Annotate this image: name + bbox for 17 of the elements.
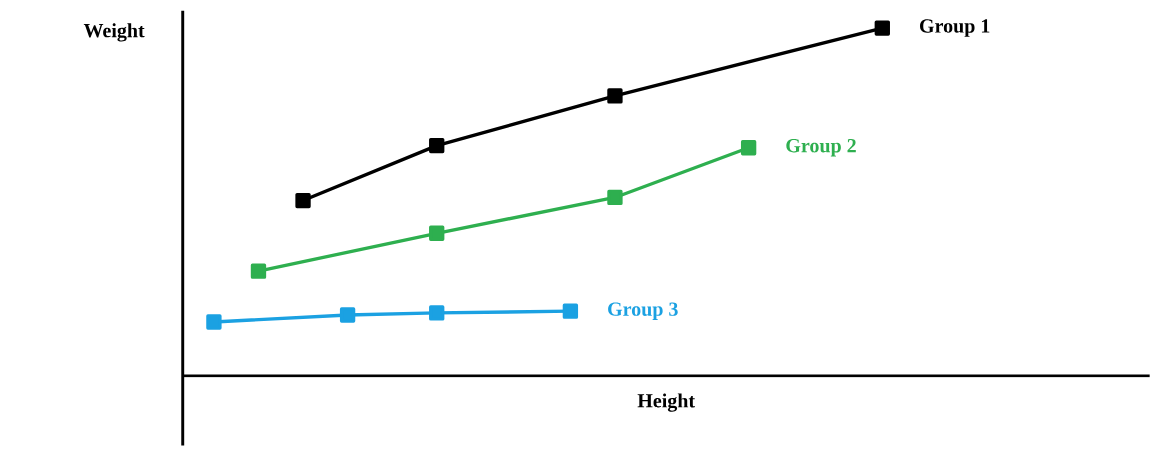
point [206,314,222,330]
point [429,305,445,321]
point [874,20,890,36]
point [250,263,267,279]
y-axis-title: Weight [83,23,145,42]
point [429,137,445,154]
point [562,303,579,319]
point [740,139,757,156]
point [429,225,445,241]
x-axis-title: Height [637,393,695,412]
point [295,192,311,209]
series-label: Group 3 [608,302,678,320]
point [607,189,623,205]
series-label: Group 1 [920,19,990,37]
point [607,87,623,104]
series-label: Group 2 [786,138,856,157]
point [339,307,356,323]
